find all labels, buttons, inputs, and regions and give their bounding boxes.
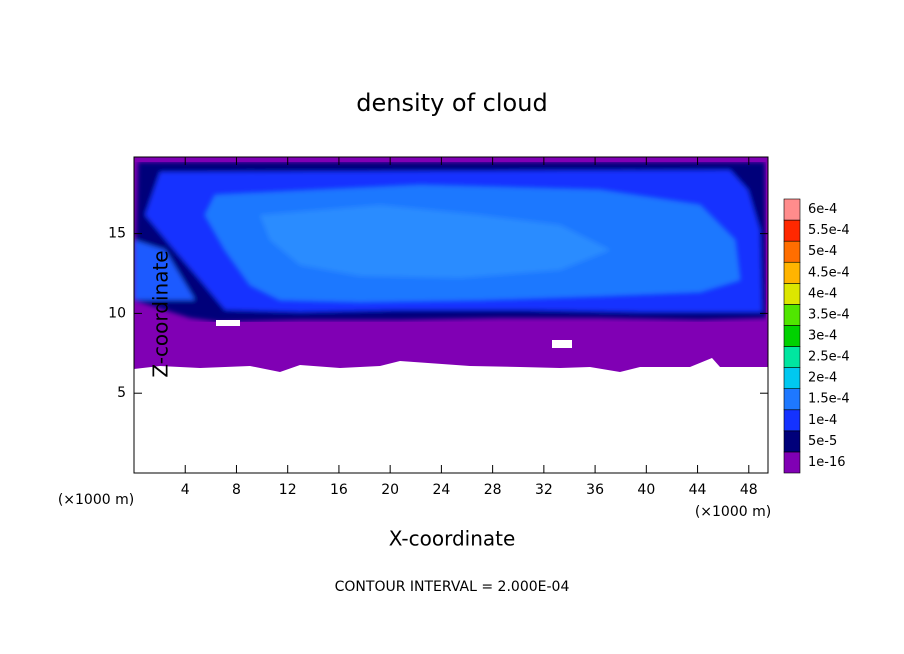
x-tick-label: 32 <box>535 482 553 498</box>
x-tick-label: 28 <box>484 482 502 498</box>
contour-region <box>260 205 610 278</box>
colorbar-label: 1.5e-4 <box>808 392 850 407</box>
colorbar-swatch <box>783 430 801 453</box>
colorbar-swatch <box>783 240 801 263</box>
x-tick-label: 44 <box>689 482 707 498</box>
colorbar-swatch <box>783 388 801 411</box>
x-tick-label: 12 <box>279 482 297 498</box>
contour-gap <box>216 320 240 326</box>
colorbar-label: 3.5e-4 <box>808 307 850 322</box>
x-tick-label: 8 <box>232 482 241 498</box>
x-tick-label: 24 <box>432 482 450 498</box>
x-tick-label: 16 <box>330 482 348 498</box>
colorbar-label: 1e-16 <box>808 455 846 470</box>
colorbar-label: 2e-4 <box>808 371 837 386</box>
contour-gap <box>552 340 572 348</box>
x-tick-label: 36 <box>586 482 604 498</box>
colorbar-swatch <box>783 367 801 389</box>
colorbar-label: 4e-4 <box>808 286 837 301</box>
colorbar-label: 5.5e-4 <box>808 223 850 238</box>
x-tick-label: 48 <box>740 482 758 498</box>
colorbar-swatch <box>783 409 801 432</box>
contour-region <box>134 240 195 300</box>
colorbar-swatch <box>783 261 801 284</box>
colorbar-label: 5e-4 <box>808 244 837 259</box>
y-axis-label: Z-coordinate <box>149 250 173 377</box>
colorbar-swatch <box>783 198 801 221</box>
footer-note: CONTOUR INTERVAL = 2.000E-04 <box>335 579 570 595</box>
colorbar-swatch <box>783 304 801 326</box>
y-tick-label: 10 <box>108 305 126 321</box>
plot-frame <box>133 156 769 474</box>
contour-fill <box>134 162 766 322</box>
y-tick-label: 15 <box>108 226 126 242</box>
x-tick-label: 40 <box>637 482 655 498</box>
colorbar-label: 6e-4 <box>808 202 837 217</box>
colorbar-swatch <box>783 325 801 347</box>
x-unit-label: (×1000 m) <box>695 504 771 520</box>
colorbar-swatch <box>783 451 801 474</box>
x-tick-label: 20 <box>381 482 399 498</box>
colorbar-label: 3e-4 <box>808 329 837 344</box>
colorbar: 1e-16 5e-5 1e-4 1.5e-4 2e-4 2.5e-4 3e-4 3.5e-4 4… <box>783 198 850 474</box>
colorbar-swatch <box>783 219 801 242</box>
x-axis-label: X-coordinate <box>389 527 516 551</box>
colorbar-label: 2.5e-4 <box>808 350 850 365</box>
contour-field <box>134 157 768 372</box>
colorbar-label: 5e-5 <box>808 434 837 449</box>
colorbar-swatch <box>783 283 801 305</box>
colorbar-label: 4.5e-4 <box>808 265 850 280</box>
chart-title: density of cloud <box>356 89 547 117</box>
y-tick-label: 5 <box>117 385 126 401</box>
x-tick-label: 4 <box>181 482 190 498</box>
colorbar-label: 1e-4 <box>808 413 837 428</box>
y-unit-label: (×1000 m) <box>58 492 134 508</box>
colorbar-swatch <box>783 346 801 368</box>
